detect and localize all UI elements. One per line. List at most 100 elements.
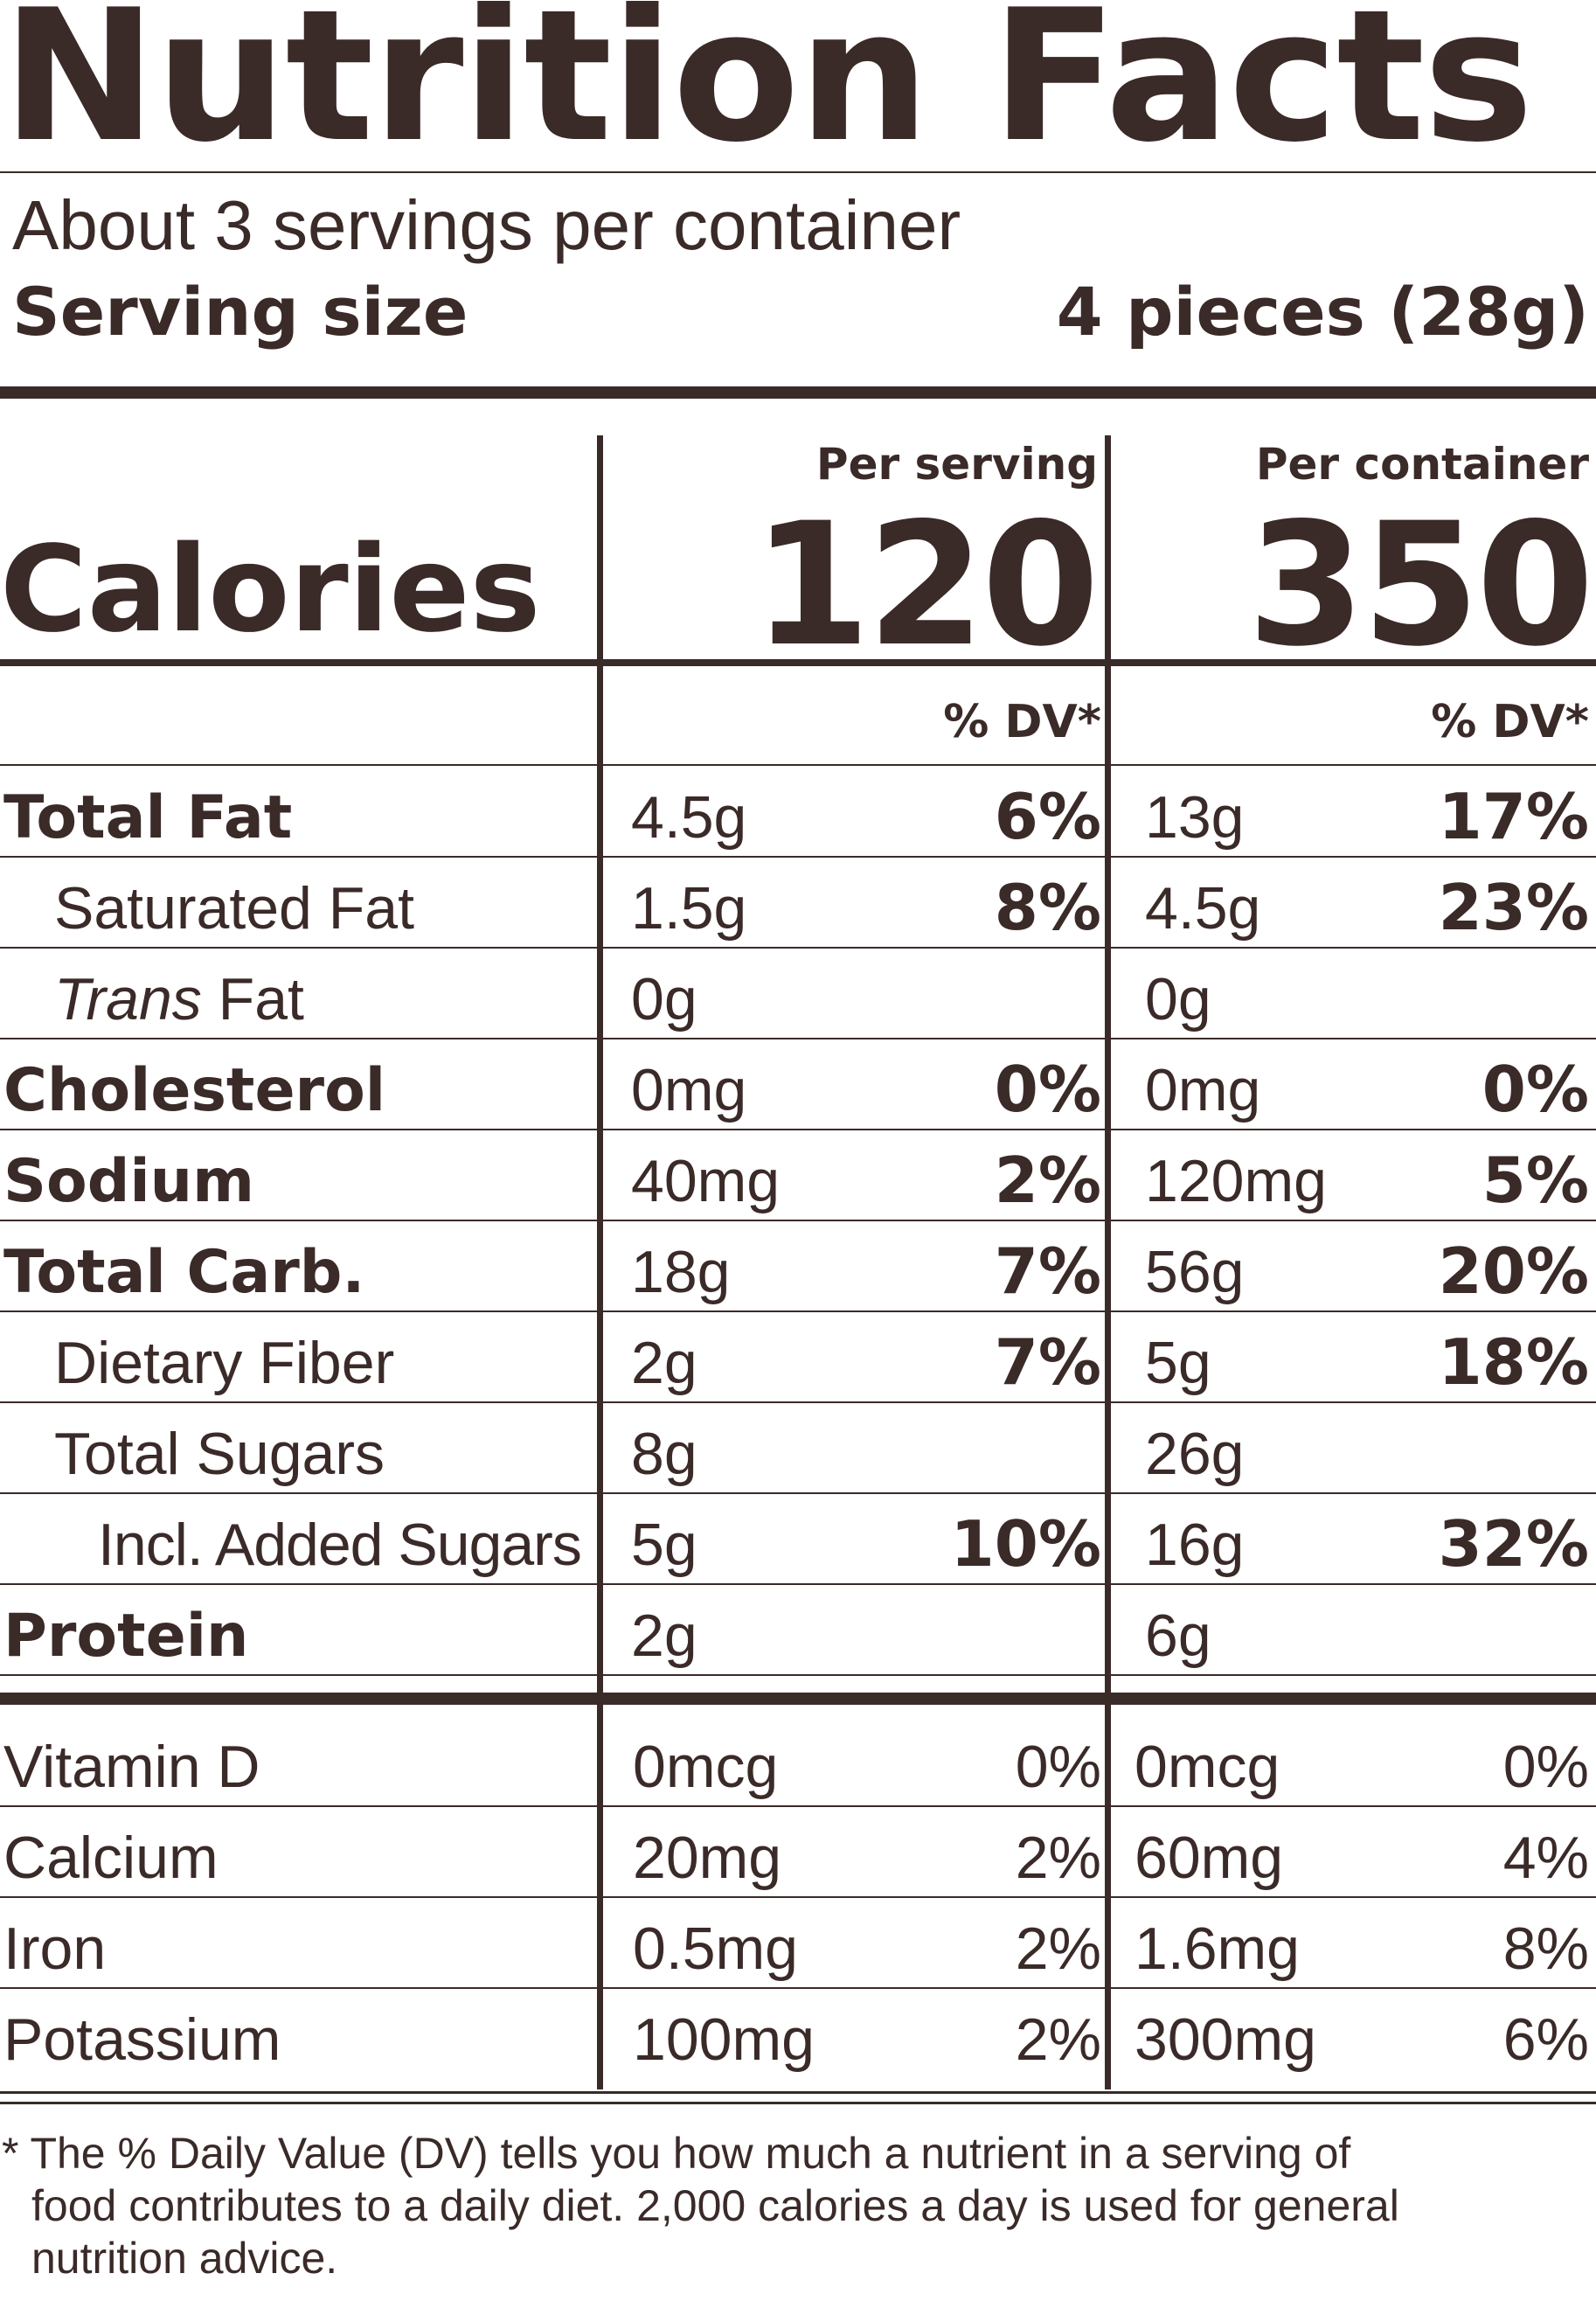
per-container-dv: 0% (1502, 1734, 1589, 1800)
per-container-amount: 5g (1145, 1330, 1211, 1396)
footnote-line-3: nutrition advice. (31, 2234, 338, 2283)
nutrient-name: Total Fat (3, 783, 293, 852)
thick-rule-vitamins (0, 1693, 1596, 1705)
per-container-dv: 20% (1438, 1234, 1589, 1308)
serving-size-value: 4 pieces (28g) (1056, 273, 1589, 351)
row-divider (0, 1583, 1596, 1585)
per-serving-dv: 2% (994, 1144, 1101, 1217)
thick-rule-top (0, 386, 1596, 399)
servings-per-container: About 3 servings per container (12, 186, 961, 264)
row-divider (0, 1038, 1596, 1039)
per-container-dv: 0% (1482, 1053, 1589, 1126)
per-container-amount: 4.5g (1145, 875, 1261, 942)
vitamin-name: Vitamin D (3, 1734, 260, 1800)
row-divider (0, 1310, 1596, 1312)
dv-header-container: % DV* (1431, 696, 1589, 748)
per-container-dv: 18% (1438, 1325, 1589, 1399)
per-container-dv: 32% (1438, 1507, 1589, 1581)
nutrient-name: Trans Fat (54, 965, 304, 1033)
vitamin-row-iron: Iron 0.5mg 2% 1.6mg 8% (0, 1897, 1596, 1989)
nutrient-row-protein: Protein 2g 6g (0, 1584, 1596, 1676)
calories-rule (0, 659, 1596, 666)
per-serving-amount: 0mcg (633, 1734, 779, 1800)
dv-header-serving: % DV* (943, 696, 1101, 748)
row-divider (0, 1805, 1596, 1807)
per-serving-amount: 0.5mg (633, 1915, 798, 1982)
serving-size-label: Serving size (12, 273, 468, 351)
row-divider (0, 1896, 1596, 1898)
nutrient-row-cholesterol: Cholesterol 0mg 0% 0mg 0% (0, 1039, 1596, 1130)
nutrient-name: Saturated Fat (54, 875, 415, 942)
per-container-amount: 0mg (1145, 1057, 1261, 1123)
per-container-dv: 23% (1438, 871, 1589, 944)
calories-label: Calories (0, 521, 541, 659)
per-serving-amount: 5g (631, 1512, 697, 1578)
per-container-dv: 8% (1502, 1915, 1589, 1982)
per-serving-amount: 1.5g (631, 875, 747, 942)
per-serving-amount: 0mg (631, 1057, 747, 1123)
per-container-amount: 6g (1145, 1602, 1211, 1669)
per-serving-dv: 7% (994, 1234, 1101, 1308)
calories-per-serving: 120 (753, 486, 1100, 684)
per-container-amount: 0g (1145, 966, 1211, 1032)
vitamin-row-potassium: Potassium 100mg 2% 300mg 6% (0, 1988, 1596, 2079)
nutrient-row-trans-fat: Trans Fat 0g 0g (0, 948, 1596, 1039)
per-serving-amount: 100mg (633, 2006, 815, 2073)
calories-per-container: 350 (1247, 486, 1594, 684)
per-serving-amount: 4.5g (631, 784, 747, 851)
vitamin-name: Iron (3, 1915, 107, 1982)
nutrient-row-total-carb: Total Carb. 18g 7% 56g 20% (0, 1220, 1596, 1312)
per-serving-dv: 2% (1015, 1825, 1101, 1891)
per-container-amount: 1.6mg (1135, 1915, 1300, 1982)
title-rule (0, 171, 1596, 173)
per-serving-amount: 20mg (633, 1825, 782, 1891)
per-serving-dv: 0% (994, 1053, 1101, 1126)
trans-rest: Fat (201, 966, 304, 1032)
row-divider (0, 1129, 1596, 1130)
per-serving-header: Per serving (815, 439, 1098, 490)
nutrient-name: Cholesterol (3, 1056, 386, 1125)
per-container-dv: 4% (1502, 1825, 1589, 1891)
row-divider (0, 1220, 1596, 1221)
nutrient-row-total-sugars: Total Sugars 8g 26g (0, 1402, 1596, 1494)
nutrient-row-dietary-fiber: Dietary Fiber 2g 7% 5g 18% (0, 1311, 1596, 1403)
per-serving-amount: 2g (631, 1602, 697, 1669)
label-title: Nutrition Facts (2, 0, 1534, 183)
vitamin-row-vitamin-d: Vitamin D 0mcg 0% 0mcg 0% (0, 1715, 1596, 1807)
per-serving-dv: 2% (1015, 1915, 1101, 1982)
per-container-amount: 120mg (1145, 1148, 1327, 1214)
per-container-amount: 16g (1145, 1512, 1245, 1578)
row-divider (0, 1492, 1596, 1494)
per-container-amount: 56g (1145, 1239, 1245, 1305)
column-divider-1 (597, 435, 603, 2089)
per-serving-dv: 8% (994, 871, 1101, 944)
row-divider (0, 1401, 1596, 1403)
row-divider (0, 1987, 1596, 1989)
dv-header-rule (0, 764, 1596, 766)
row-divider (0, 1674, 1596, 1676)
nutrient-name: Protein (3, 1602, 249, 1671)
vitamin-row-calcium: Calcium 20mg 2% 60mg 4% (0, 1806, 1596, 1898)
vitamin-name: Calcium (3, 1825, 219, 1891)
nutrient-name: Incl. Added Sugars (98, 1512, 582, 1578)
per-serving-dv: 7% (994, 1325, 1101, 1399)
nutrient-name: Dietary Fiber (54, 1330, 395, 1396)
nutrient-name: Sodium (3, 1147, 254, 1216)
per-container-amount: 60mg (1135, 1825, 1284, 1891)
row-divider (0, 856, 1596, 858)
trans-italic: Trans (54, 966, 202, 1032)
per-serving-dv: 0% (1015, 1734, 1101, 1800)
per-container-dv: 6% (1502, 2006, 1589, 2073)
nutrient-name: Total Sugars (54, 1421, 385, 1487)
per-serving-amount: 0g (631, 966, 697, 1032)
per-container-amount: 0mcg (1135, 1734, 1280, 1800)
per-serving-dv: 10% (950, 1507, 1101, 1581)
column-divider-2 (1105, 435, 1111, 2089)
per-serving-amount: 40mg (631, 1148, 781, 1214)
footnote-rule-2 (0, 2102, 1596, 2104)
per-serving-dv: 2% (1015, 2006, 1101, 2073)
nutrient-name: Total Carb. (3, 1238, 365, 1307)
nutrient-row-sodium: Sodium 40mg 2% 120mg 5% (0, 1130, 1596, 1221)
per-container-amount: 13g (1145, 784, 1245, 851)
nutrient-row-added-sugars: Incl. Added Sugars 5g 10% 16g 32% (0, 1493, 1596, 1585)
